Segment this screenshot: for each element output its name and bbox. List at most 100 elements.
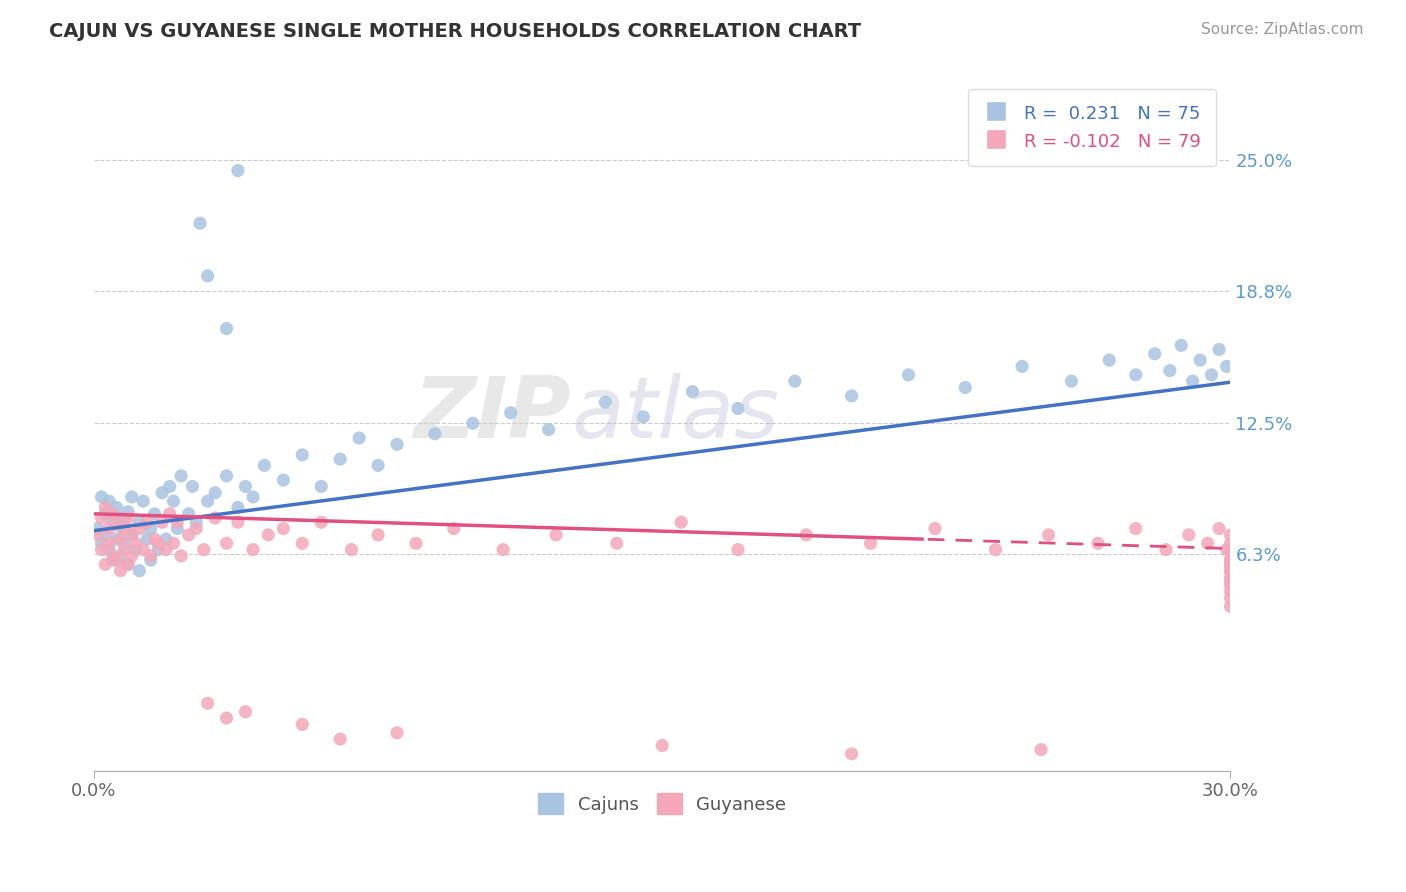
Point bbox=[94, 528, 117, 542]
Point bbox=[98, 522, 121, 536]
Point bbox=[139, 522, 162, 536]
Point bbox=[1159, 363, 1181, 377]
Point bbox=[226, 515, 249, 529]
Point bbox=[110, 549, 132, 563]
Point bbox=[727, 542, 749, 557]
Point bbox=[1208, 522, 1230, 536]
Point bbox=[367, 458, 389, 473]
Point bbox=[1219, 528, 1241, 542]
Point bbox=[606, 536, 628, 550]
Point bbox=[215, 469, 238, 483]
Point bbox=[170, 469, 193, 483]
Point bbox=[955, 380, 977, 394]
Point bbox=[257, 528, 280, 542]
Point bbox=[841, 747, 863, 761]
Point bbox=[253, 458, 276, 473]
Point bbox=[139, 553, 162, 567]
Point bbox=[291, 717, 314, 731]
Point bbox=[105, 553, 128, 567]
Text: atlas: atlas bbox=[571, 374, 779, 457]
Point bbox=[783, 374, 806, 388]
Point bbox=[98, 542, 121, 557]
Point bbox=[340, 542, 363, 557]
Point bbox=[1154, 542, 1177, 557]
Point bbox=[669, 515, 692, 529]
Point bbox=[1029, 742, 1052, 756]
Point bbox=[150, 485, 173, 500]
Point bbox=[1219, 536, 1241, 550]
Point bbox=[1215, 542, 1237, 557]
Point bbox=[110, 532, 132, 546]
Point bbox=[101, 507, 124, 521]
Point bbox=[186, 515, 208, 529]
Point bbox=[1170, 338, 1192, 352]
Text: CAJUN VS GUYANESE SINGLE MOTHER HOUSEHOLDS CORRELATION CHART: CAJUN VS GUYANESE SINGLE MOTHER HOUSEHOL… bbox=[49, 22, 862, 41]
Point bbox=[1219, 553, 1241, 567]
Point bbox=[385, 437, 408, 451]
Point bbox=[139, 549, 162, 563]
Point bbox=[309, 479, 332, 493]
Point bbox=[546, 528, 568, 542]
Point bbox=[443, 522, 465, 536]
Point bbox=[162, 536, 184, 550]
Point bbox=[273, 522, 295, 536]
Point bbox=[1219, 558, 1241, 572]
Point bbox=[117, 558, 139, 572]
Point bbox=[155, 542, 177, 557]
Point bbox=[105, 515, 128, 529]
Point bbox=[166, 515, 188, 529]
Point bbox=[329, 452, 352, 467]
Point bbox=[1219, 578, 1241, 592]
Point bbox=[121, 528, 143, 542]
Point bbox=[150, 515, 173, 529]
Point bbox=[98, 494, 121, 508]
Point bbox=[90, 490, 112, 504]
Point bbox=[197, 268, 219, 283]
Point bbox=[1011, 359, 1033, 374]
Point bbox=[461, 417, 484, 431]
Point bbox=[226, 163, 249, 178]
Point bbox=[1087, 536, 1109, 550]
Point bbox=[423, 426, 446, 441]
Point bbox=[309, 515, 332, 529]
Point bbox=[727, 401, 749, 416]
Point bbox=[117, 505, 139, 519]
Point bbox=[1219, 591, 1241, 605]
Point bbox=[143, 532, 166, 546]
Point bbox=[682, 384, 704, 399]
Point bbox=[1219, 542, 1241, 557]
Point bbox=[197, 494, 219, 508]
Point bbox=[273, 473, 295, 487]
Point bbox=[86, 522, 108, 536]
Legend: Cajuns, Guyanese: Cajuns, Guyanese bbox=[529, 784, 796, 823]
Point bbox=[897, 368, 920, 382]
Point bbox=[1143, 347, 1166, 361]
Point bbox=[181, 479, 204, 493]
Point bbox=[132, 542, 155, 557]
Point bbox=[94, 500, 117, 515]
Point bbox=[112, 522, 135, 536]
Point bbox=[136, 532, 159, 546]
Point bbox=[159, 507, 181, 521]
Point bbox=[155, 532, 177, 546]
Point bbox=[105, 532, 128, 546]
Point bbox=[215, 711, 238, 725]
Point bbox=[94, 507, 117, 521]
Point bbox=[98, 536, 121, 550]
Point bbox=[94, 558, 117, 572]
Point bbox=[1178, 528, 1201, 542]
Text: Source: ZipAtlas.com: Source: ZipAtlas.com bbox=[1201, 22, 1364, 37]
Point bbox=[651, 739, 673, 753]
Point bbox=[405, 536, 427, 550]
Point bbox=[188, 216, 211, 230]
Point bbox=[90, 542, 112, 557]
Point bbox=[1219, 564, 1241, 578]
Point bbox=[492, 542, 515, 557]
Point bbox=[101, 549, 124, 563]
Point bbox=[112, 536, 135, 550]
Point bbox=[101, 515, 124, 529]
Point bbox=[117, 558, 139, 572]
Point bbox=[1219, 564, 1241, 578]
Point bbox=[121, 490, 143, 504]
Point bbox=[1219, 584, 1241, 599]
